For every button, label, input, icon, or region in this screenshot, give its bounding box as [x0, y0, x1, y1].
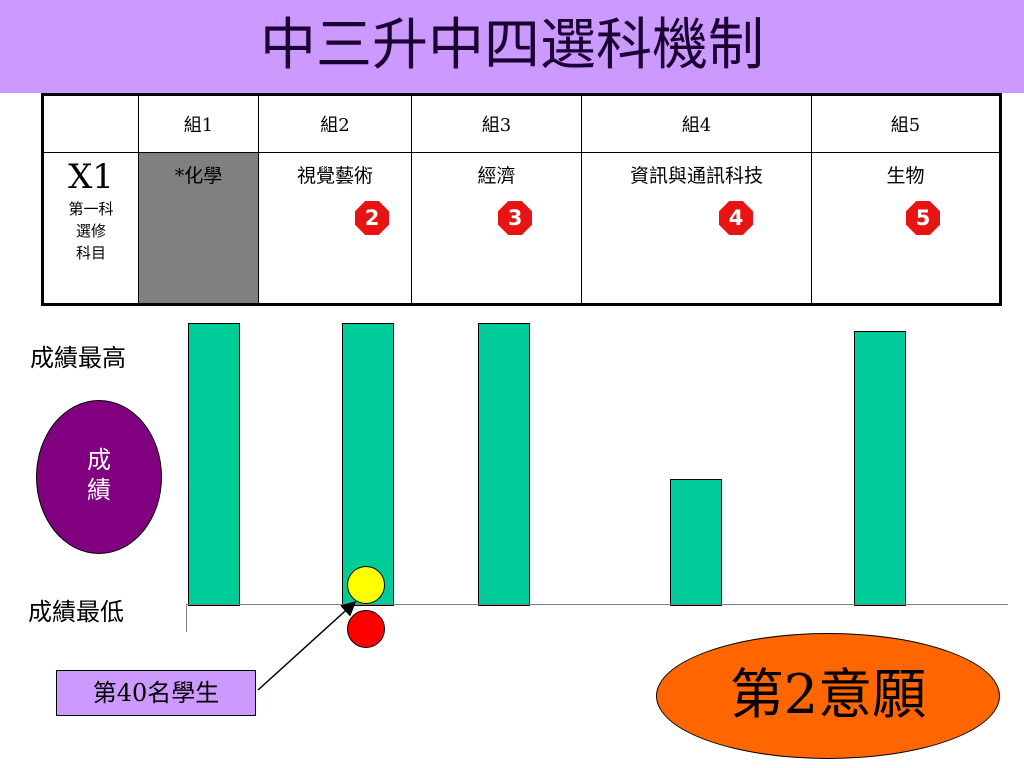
score-bar-group4: [670, 479, 722, 606]
subject-cell-visual-arts: 視覺藝術 2: [258, 152, 412, 305]
baseline-tick: [186, 604, 187, 632]
subject-cell-economics: 經濟 3: [411, 152, 582, 305]
rank-badge-icon: 2: [355, 201, 389, 235]
row-header-main: X1: [68, 157, 114, 197]
rank-badge-icon: 4: [719, 201, 753, 235]
subject-name: 經濟: [477, 165, 516, 187]
score-bubble-text: 績: [87, 476, 111, 504]
row-header-sub: 第一科: [68, 199, 114, 218]
student-label: 第40名學生: [56, 670, 256, 716]
score-bubble-text: 成: [87, 446, 111, 474]
row-header-cell: X1 第一科 選修 科目: [42, 152, 139, 305]
subject-cell-biology: 生物 5: [811, 152, 1001, 305]
score-bubble: 成 績: [36, 400, 162, 554]
score-bar-group5: [854, 331, 906, 606]
baseline: [186, 604, 1008, 605]
row-header-sub: 選修: [75, 221, 106, 240]
score-bar-group1: [188, 323, 240, 606]
row-header-sub: 科目: [75, 243, 106, 262]
score-bar-group2: [342, 323, 394, 606]
subject-cell-ict: 資訊與通訊科技 4: [581, 152, 812, 305]
subject-cell-chemistry: *化學: [138, 152, 259, 305]
title-bar: [0, 0, 1024, 93]
highest-score-label: 成績最高: [30, 344, 126, 372]
corner-cell: [42, 94, 139, 153]
rank-badge-icon: 3: [498, 201, 532, 235]
table-row: X1 第一科 選修 科目 *化學 視覺藝術 2 經濟 3 資訊與通訊科技 4 生…: [42, 152, 1001, 305]
subject-name: *化學: [174, 165, 223, 187]
subject-name: 資訊與通訊科技: [629, 165, 763, 187]
subject-name: 生物: [886, 165, 925, 187]
slide-title: 中三升中四選科機制: [260, 13, 764, 78]
lowest-score-label: 成績最低: [28, 598, 124, 626]
choice-preference-label: 第2意願: [656, 633, 1000, 759]
rank-badge-icon: 5: [906, 201, 940, 235]
score-bar-group3: [478, 323, 530, 606]
student-position-dot: [347, 566, 385, 604]
subject-name: 視覺藝術: [296, 165, 373, 187]
subject-group-table: 組1 組2 組3 組4 組5 X1 第一科 選修 科目 *化學 視覺藝術 2 經…: [41, 93, 1002, 306]
group-header: 組5: [811, 94, 1001, 153]
group-header: 組2: [258, 94, 412, 153]
